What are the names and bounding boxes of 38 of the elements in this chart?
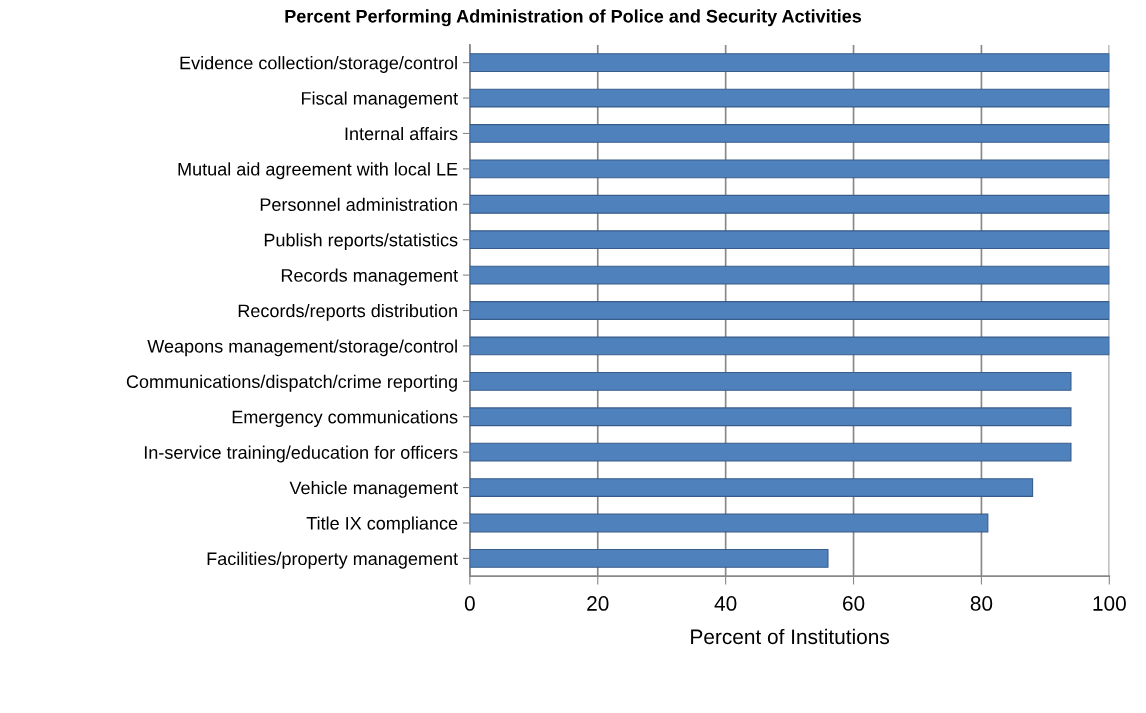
chart-title: Percent Performing Administration of Police and Security Activities — [285, 9, 862, 27]
x-axis-title: Percent of Institutions — [691, 628, 890, 645]
bar — [469, 442, 1072, 462]
x-tick-label: 60 — [843, 596, 865, 611]
y-tick-label: Publish reports/statistics — [264, 233, 458, 250]
y-tick-label: Personnel administration — [260, 197, 457, 211]
y-tick-label: Records management — [281, 268, 458, 286]
x-tick-label: 40 — [714, 596, 737, 611]
bar — [469, 548, 829, 568]
bar — [469, 407, 1072, 427]
bar — [469, 194, 1110, 214]
bar — [469, 53, 1110, 73]
bar — [469, 230, 1110, 250]
y-tick-label: Fiscal management — [301, 91, 458, 109]
y-tick-label: In-service training/education for officers — [144, 445, 458, 463]
y-tick-label: Communications/dispatch/crime reporting — [126, 374, 457, 392]
bar — [469, 513, 989, 533]
bar — [469, 371, 1072, 391]
bar — [469, 88, 1110, 108]
x-tick-label: 0 — [464, 596, 475, 611]
y-tick-label: Vehicle management — [289, 481, 458, 498]
y-tick-label: Mutual aid agreement with local LE — [178, 162, 458, 180]
x-tick-label: 80 — [970, 596, 993, 611]
x-tick-label: 100 — [1093, 596, 1126, 611]
y-tick-label: Title IX compliance — [306, 516, 458, 534]
y-tick-label: Facilities/property management — [207, 551, 458, 569]
bar — [469, 124, 1110, 143]
x-tick-label: 20 — [587, 596, 609, 611]
bar — [469, 265, 1110, 285]
bar — [469, 478, 1034, 497]
y-tick-label: Weapons management/storage/control — [147, 339, 457, 357]
bar — [469, 336, 1110, 356]
y-tick-label: Emergency communications — [232, 410, 458, 428]
bar — [469, 301, 1110, 320]
bar — [469, 159, 1110, 179]
y-tick-label: Evidence collection/storage/control — [180, 56, 457, 73]
y-tick-label: Records/reports distribution — [238, 303, 457, 321]
y-tick-label: Internal affairs — [345, 126, 458, 141]
